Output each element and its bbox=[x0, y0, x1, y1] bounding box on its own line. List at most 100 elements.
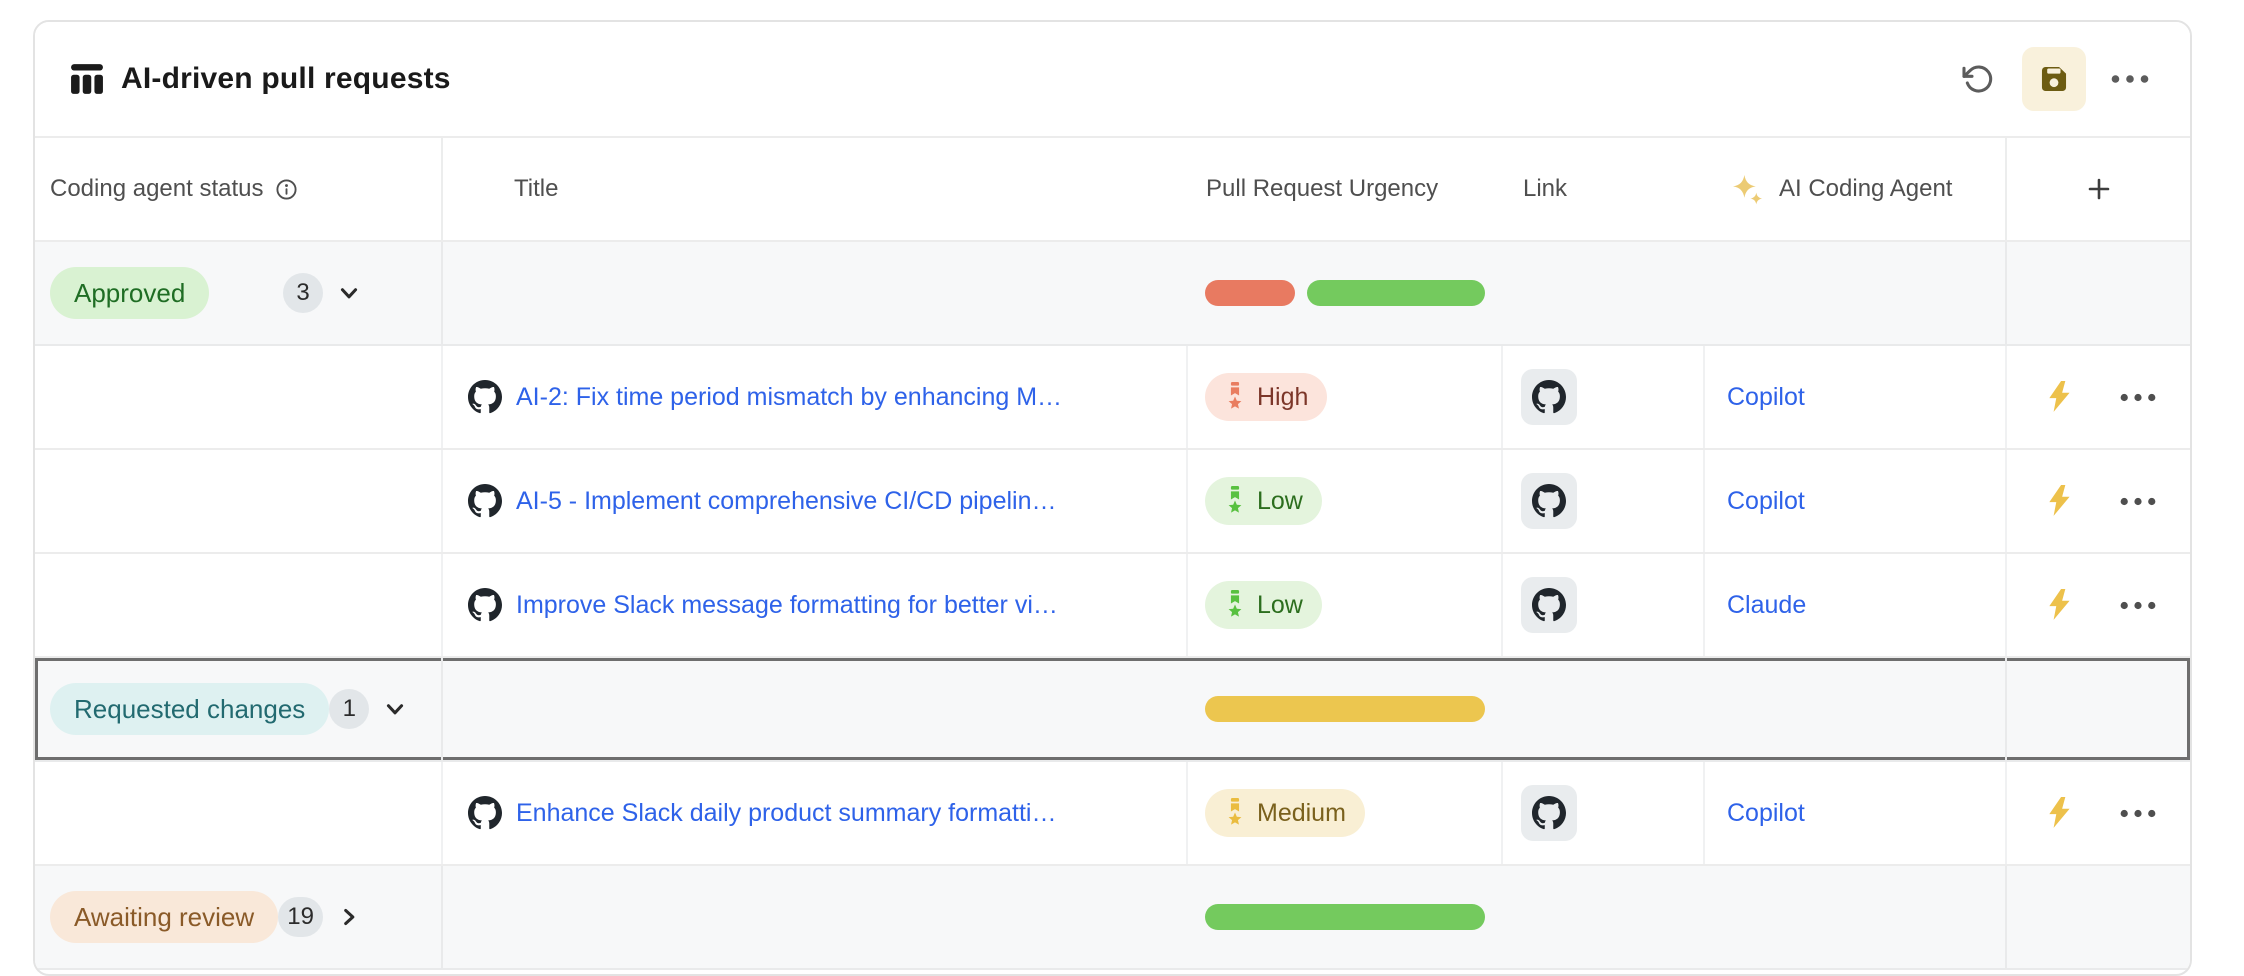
agent-link[interactable]: Claude bbox=[1727, 590, 1807, 619]
medal-icon bbox=[1224, 798, 1246, 828]
plus-icon bbox=[2084, 174, 2114, 204]
undo-icon bbox=[1962, 63, 1994, 95]
empty-cell bbox=[1503, 658, 1705, 760]
medal-icon bbox=[1224, 382, 1246, 412]
agent-cell: Claude bbox=[1705, 554, 2007, 656]
save-button[interactable] bbox=[2022, 47, 2086, 111]
column-header-coding-agent-status[interactable]: Coding agent status bbox=[35, 138, 443, 240]
urgency-badge[interactable]: High bbox=[1205, 373, 1328, 421]
title-bar: AI-driven pull requests bbox=[35, 22, 2190, 138]
group-status-cell: Requested changes 1 bbox=[35, 658, 443, 760]
record-title-link[interactable]: AI-2: Fix time period mismatch by enhanc… bbox=[516, 382, 1063, 411]
more-options-icon bbox=[2111, 72, 2149, 87]
more-options-icon bbox=[2120, 601, 2156, 610]
column-header-title[interactable]: Title bbox=[443, 138, 1188, 240]
agent-cell: Copilot bbox=[1705, 450, 2007, 552]
info-icon[interactable] bbox=[275, 178, 298, 201]
group-row-approved: Approved 3 bbox=[35, 242, 2190, 346]
lightning-bolt-icon bbox=[2047, 485, 2073, 517]
record-row: AI-5 - Implement comprehensive CI/CD pip… bbox=[35, 450, 2190, 554]
chevron-right-icon[interactable] bbox=[337, 905, 361, 929]
urgency-label: Low bbox=[1257, 590, 1303, 619]
urgency-bar-medium bbox=[1205, 696, 1485, 722]
github-link[interactable] bbox=[1521, 473, 1577, 529]
automation-button[interactable] bbox=[2047, 797, 2073, 829]
urgency-cell: Low bbox=[1188, 554, 1503, 656]
agent-cell: Copilot bbox=[1705, 346, 2007, 448]
chevron-down-icon[interactable] bbox=[383, 697, 407, 721]
chevron-down-icon[interactable] bbox=[337, 281, 361, 305]
column-label: Title bbox=[514, 175, 559, 202]
record-title-link[interactable]: Improve Slack message formatting for bet… bbox=[516, 590, 1058, 619]
lightning-bolt-icon bbox=[2047, 589, 2073, 621]
urgency-cell: Low bbox=[1188, 450, 1503, 552]
row-actions-cell bbox=[2007, 762, 2190, 864]
more-options-icon bbox=[2120, 497, 2156, 506]
link-cell bbox=[1503, 450, 1705, 552]
automation-button[interactable] bbox=[2047, 485, 2073, 517]
agent-link[interactable]: Copilot bbox=[1727, 382, 1805, 411]
column-header-pull-request-urgency[interactable]: Pull Request Urgency bbox=[1188, 138, 1503, 240]
status-cell-empty bbox=[35, 762, 443, 864]
link-cell bbox=[1503, 762, 1705, 864]
group-row-awaiting-review: Awaiting review 19 bbox=[35, 866, 2190, 970]
record-title-link[interactable]: Enhance Slack daily product summary form… bbox=[516, 798, 1057, 827]
record-title-link[interactable]: AI-5 - Implement comprehensive CI/CD pip… bbox=[516, 486, 1057, 515]
title-cell: Enhance Slack daily product summary form… bbox=[443, 762, 1188, 864]
agent-link[interactable]: Copilot bbox=[1727, 486, 1805, 515]
row-menu-button[interactable] bbox=[2120, 809, 2156, 818]
table-grid-icon bbox=[70, 63, 104, 95]
agent-link[interactable]: Copilot bbox=[1727, 798, 1805, 827]
empty-cell bbox=[1503, 866, 1705, 968]
record-row: Improve Slack message formatting for bet… bbox=[35, 554, 2190, 658]
empty-cell bbox=[1705, 866, 2007, 968]
more-options-button[interactable] bbox=[2098, 47, 2162, 111]
github-link[interactable] bbox=[1521, 577, 1577, 633]
empty-cell bbox=[443, 866, 1188, 968]
group-status-cell: Approved 3 bbox=[35, 242, 443, 344]
more-options-icon bbox=[2120, 393, 2156, 402]
column-header-ai-coding-agent[interactable]: AI Coding Agent bbox=[1705, 138, 2007, 240]
github-icon bbox=[1532, 484, 1566, 518]
status-cell-empty bbox=[35, 346, 443, 448]
lightning-bolt-icon bbox=[2047, 381, 2073, 413]
urgency-summary-cell bbox=[1188, 242, 1503, 344]
page-title: AI-driven pull requests bbox=[121, 62, 451, 95]
record-count-badge: 19 bbox=[278, 897, 323, 937]
urgency-badge[interactable]: Low bbox=[1205, 581, 1322, 629]
urgency-badge[interactable]: Low bbox=[1205, 477, 1322, 525]
record-count-badge: 1 bbox=[329, 689, 370, 729]
github-link[interactable] bbox=[1521, 785, 1577, 841]
undo-button[interactable] bbox=[1946, 47, 2010, 111]
automation-button[interactable] bbox=[2047, 381, 2073, 413]
github-icon bbox=[1532, 380, 1566, 414]
agent-cell: Copilot bbox=[1705, 762, 2007, 864]
github-icon bbox=[468, 796, 502, 830]
group-status-cell: Awaiting review 19 bbox=[35, 866, 443, 968]
empty-cell bbox=[2007, 658, 2190, 760]
column-header-row: Coding agent status Title Pull Request U… bbox=[35, 138, 2190, 242]
urgency-summary-cell bbox=[1188, 866, 1503, 968]
automation-button[interactable] bbox=[2047, 589, 2073, 621]
sparkles-icon bbox=[1732, 174, 1763, 205]
empty-cell bbox=[2007, 242, 2190, 344]
urgency-badge[interactable]: Medium bbox=[1205, 789, 1365, 837]
title-cell: AI-5 - Implement comprehensive CI/CD pip… bbox=[443, 450, 1188, 552]
column-label: Coding agent status bbox=[50, 175, 264, 202]
github-icon bbox=[468, 484, 502, 518]
column-header-link[interactable]: Link bbox=[1503, 138, 1705, 240]
record-row: Enhance Slack daily product summary form… bbox=[35, 762, 2190, 866]
column-label: Link bbox=[1523, 175, 1568, 202]
github-link[interactable] bbox=[1521, 369, 1577, 425]
add-field-button[interactable] bbox=[2007, 138, 2190, 240]
row-menu-button[interactable] bbox=[2120, 497, 2156, 506]
status-pill: Awaiting review bbox=[50, 891, 279, 943]
empty-cell bbox=[1705, 658, 2007, 760]
urgency-label: Low bbox=[1257, 486, 1303, 515]
empty-cell bbox=[443, 242, 1188, 344]
row-menu-button[interactable] bbox=[2120, 601, 2156, 610]
github-icon bbox=[1532, 796, 1566, 830]
row-menu-button[interactable] bbox=[2120, 393, 2156, 402]
lightning-bolt-icon bbox=[2047, 797, 2073, 829]
link-cell bbox=[1503, 346, 1705, 448]
